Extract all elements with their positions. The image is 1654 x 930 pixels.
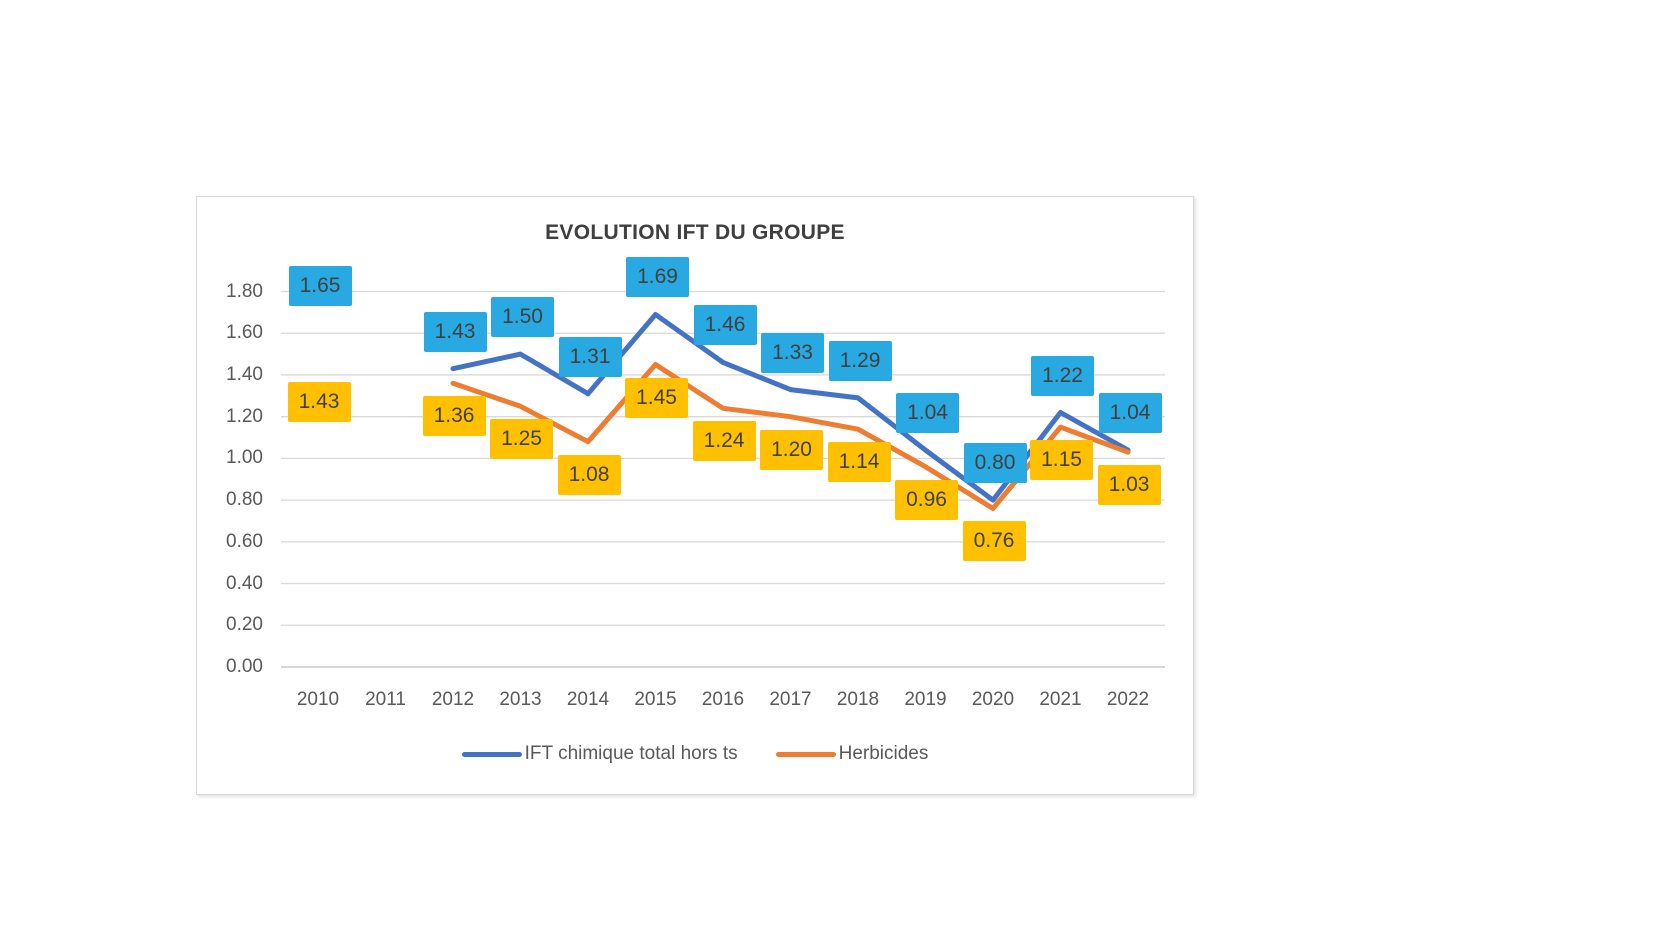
data-label: 1.69 [626,257,689,298]
x-axis-tick-label: 2021 [1039,689,1082,710]
legend-label: IFT chimique total hors ts [524,743,738,764]
data-label: 1.31 [558,336,622,377]
y-axis-tick-label: 0.60 [226,530,263,552]
x-axis-tick-label: 2019 [904,689,947,710]
data-label: 1.03 [1097,465,1161,506]
legend-label: Herbicides [838,743,929,764]
data-label: 1.08 [557,454,621,495]
x-axis-tick-label: 2013 [499,689,542,710]
x-axis-tick-label: 2017 [769,689,812,710]
x-axis-tick-label: 2022 [1106,689,1150,710]
data-label: 1.22 [1031,355,1094,396]
chart-title: EVOLUTION IFT DU GROUPE [545,221,845,244]
data-label: 1.43 [287,381,351,422]
data-label: 1.33 [761,332,824,373]
data-label: 1.46 [693,305,757,346]
x-axis-tick-label: 2012 [431,689,475,710]
y-axis-tick-label: 1.60 [226,322,263,344]
data-label: 1.24 [692,421,756,462]
legend-line-swatch-icon [775,751,836,757]
data-label: 1.25 [490,419,553,460]
data-label: 1.04 [896,393,959,434]
x-axis-tick-label: 2014 [566,689,610,710]
chart: EVOLUTION IFT DU GROUPE 0.00 0.20 0.40 0.60… [196,196,1194,795]
data-label: 1.04 [1098,393,1162,434]
data-label: 1.50 [491,297,554,338]
data-label: 0.76 [962,521,1026,562]
y-axis-tick-label: 0.20 [226,614,263,636]
y-axis-tick-label: 1.40 [226,363,263,385]
data-label: 1.65 [288,265,352,306]
x-axis-tick-label: 2015 [634,689,677,710]
x-axis-tick-label: 2011 [365,689,406,710]
legend: IFT chimique total hors ts Herbicides [197,743,1193,765]
y-axis-tick-label: 0.00 [226,656,263,677]
x-axis-tick-label: 2020 [971,689,1015,710]
data-label: 0.80 [963,443,1027,484]
x-axis-tick-label: 2016 [701,689,745,710]
data-label: 1.43 [423,311,487,352]
data-label: 1.20 [760,429,823,470]
data-label: 1.29 [828,340,892,381]
y-axis-tick-label: 1.80 [226,280,263,302]
legend-item-herbicides: Herbicides [775,743,929,765]
data-label: 0.96 [895,479,958,520]
y-axis-tick-label: 0.40 [226,572,263,594]
x-axis-tick-label: 2018 [836,689,880,710]
legend-item-ift-chimique-total-hors-ts: IFT chimique total hors ts [461,743,738,765]
x-axis-tick-label: 2010 [296,689,340,710]
data-label: 1.14 [827,442,891,483]
legend-line-swatch-icon [461,751,522,757]
y-axis-tick-label: 0.80 [226,489,263,511]
data-label: 1.45 [625,377,688,418]
y-axis-tick-label: 1.00 [226,447,263,469]
data-label: 1.15 [1030,440,1093,481]
data-label: 1.36 [422,396,486,437]
y-axis-tick-label: 1.20 [226,405,263,427]
